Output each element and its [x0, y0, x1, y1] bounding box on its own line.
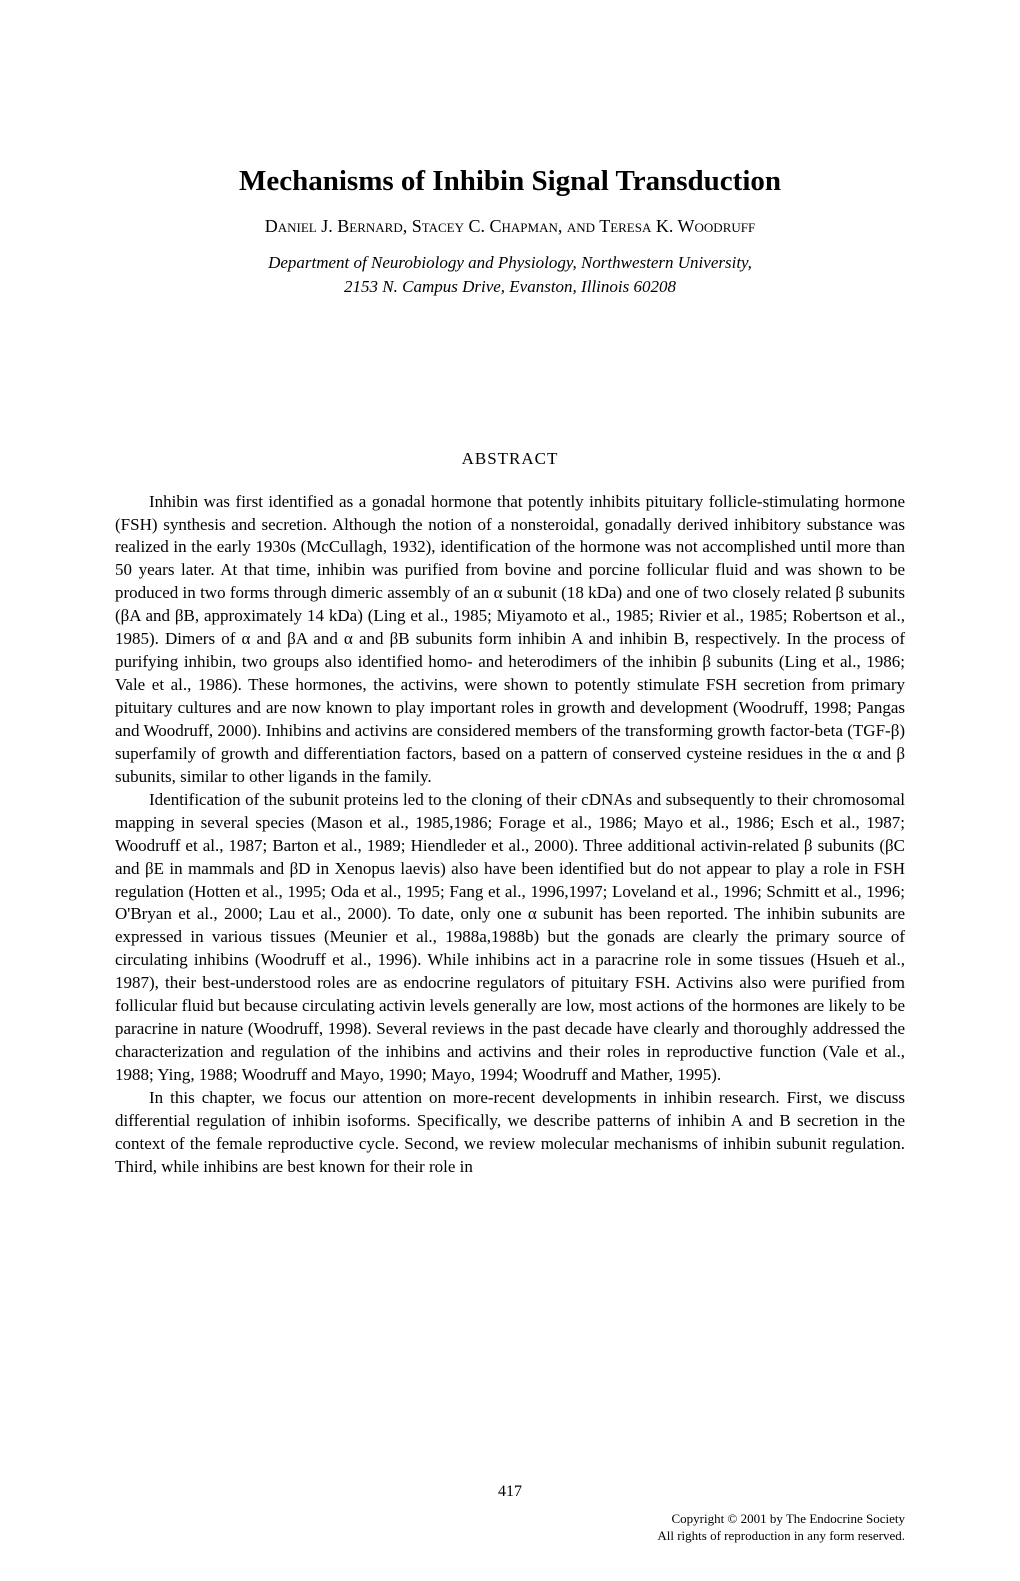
affiliation-line-1: Department of Neurobiology and Physiolog… [268, 253, 752, 272]
authors-line: Daniel J. Bernard, Stacey C. Chapman, an… [115, 216, 905, 237]
abstract-paragraph-1: Inhibin was first identified as a gonada… [115, 491, 905, 789]
copyright-line-2: All rights of reproduction in any form r… [657, 1528, 905, 1543]
paper-title: Mechanisms of Inhibin Signal Transductio… [115, 165, 905, 198]
affiliation: Department of Neurobiology and Physiolog… [115, 251, 905, 299]
copyright-notice: Copyright © 2001 by The Endocrine Societ… [657, 1511, 905, 1545]
affiliation-line-2: 2153 N. Campus Drive, Evanston, Illinois… [344, 277, 676, 296]
abstract-body: Inhibin was first identified as a gonada… [115, 491, 905, 1179]
abstract-paragraph-3: In this chapter, we focus our attention … [115, 1087, 905, 1179]
abstract-heading: ABSTRACT [115, 449, 905, 469]
page-number: 417 [0, 1483, 1020, 1501]
abstract-paragraph-2: Identification of the subunit proteins l… [115, 789, 905, 1087]
copyright-line-1: Copyright © 2001 by The Endocrine Societ… [672, 1511, 906, 1526]
